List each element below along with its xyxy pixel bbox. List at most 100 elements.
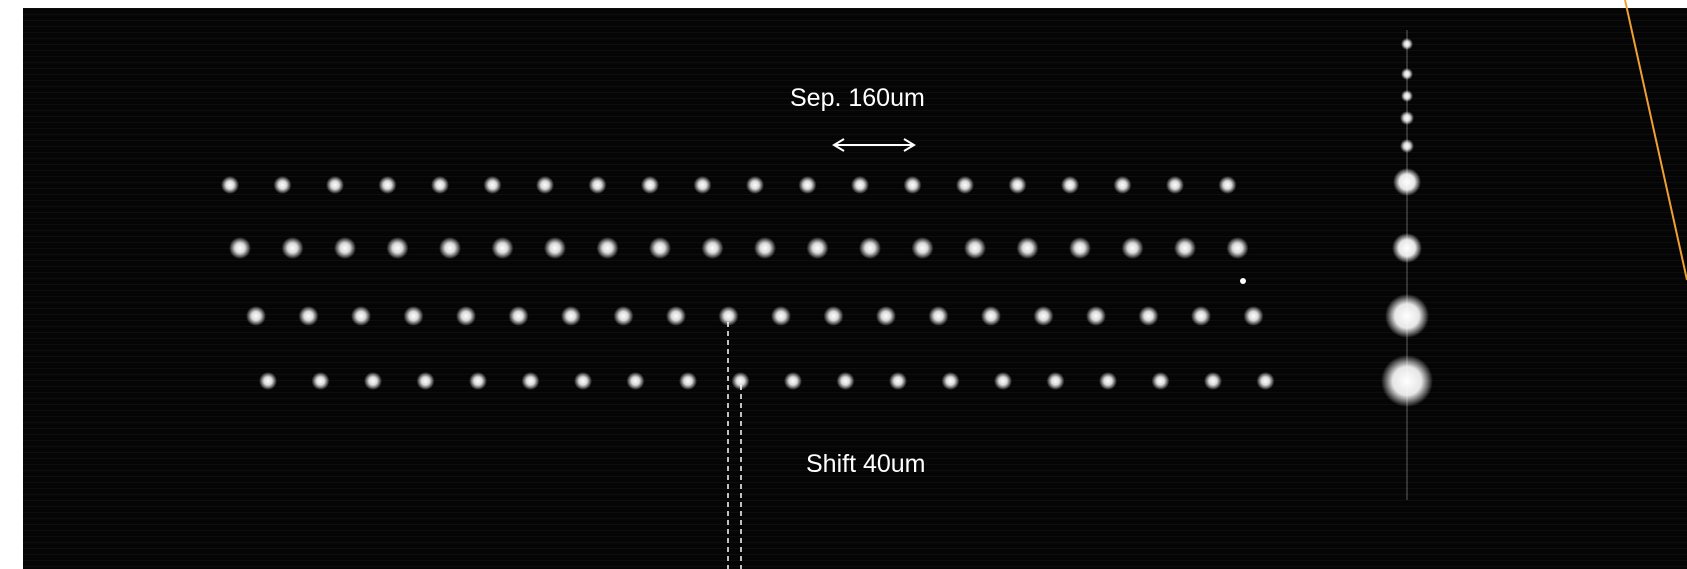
light-spot bbox=[613, 306, 634, 326]
light-spot bbox=[718, 306, 739, 326]
light-spot bbox=[823, 306, 844, 326]
light-spot bbox=[508, 306, 529, 326]
separation-label: Sep. 160um bbox=[790, 84, 925, 112]
light-spot bbox=[964, 237, 986, 259]
light-spot bbox=[334, 237, 356, 259]
light-spot bbox=[1099, 372, 1117, 390]
light-spot bbox=[994, 372, 1012, 390]
light-spot bbox=[1113, 176, 1132, 194]
light-spot bbox=[754, 237, 776, 259]
light-spot bbox=[903, 176, 922, 194]
light-spot bbox=[536, 176, 554, 194]
light-spot bbox=[364, 372, 382, 390]
light-spot bbox=[1008, 176, 1027, 194]
light-spot bbox=[273, 176, 292, 194]
light-spot bbox=[928, 306, 949, 326]
light-spot bbox=[1174, 237, 1196, 259]
shift-label: Shift 40um bbox=[806, 450, 926, 478]
light-spot bbox=[731, 372, 750, 390]
separation-arrow bbox=[832, 138, 916, 152]
light-spot bbox=[386, 237, 409, 259]
light-spot bbox=[701, 237, 724, 259]
light-spot bbox=[378, 176, 397, 194]
light-spot bbox=[281, 237, 304, 259]
light-spot bbox=[229, 237, 251, 259]
spot-row-4 bbox=[259, 372, 1275, 390]
light-spot bbox=[491, 237, 514, 259]
reference-spot bbox=[1400, 111, 1414, 125]
light-spot bbox=[836, 372, 855, 390]
light-spot bbox=[876, 306, 896, 326]
light-spot bbox=[1138, 306, 1159, 326]
reference-spot bbox=[1401, 38, 1413, 50]
light-spot bbox=[351, 306, 371, 326]
light-spot bbox=[326, 176, 344, 194]
light-spot bbox=[1061, 176, 1079, 194]
light-spot bbox=[649, 237, 671, 259]
light-spot bbox=[911, 237, 934, 259]
spot-row-1 bbox=[221, 176, 1237, 194]
light-spot bbox=[941, 372, 960, 390]
light-spot bbox=[889, 372, 907, 390]
light-spot bbox=[588, 176, 607, 194]
light-spot bbox=[1069, 237, 1091, 259]
reference-spot bbox=[1401, 68, 1413, 80]
light-spot bbox=[521, 372, 540, 390]
reference-spot bbox=[1393, 168, 1421, 196]
light-spot bbox=[981, 306, 1001, 326]
light-spot bbox=[246, 306, 266, 326]
light-spot bbox=[1204, 372, 1222, 390]
light-spot bbox=[596, 237, 619, 259]
spot-array-photo bbox=[23, 8, 1687, 569]
spot-row-3 bbox=[246, 306, 1264, 326]
light-spot bbox=[806, 237, 829, 259]
reference-spot bbox=[1392, 233, 1422, 263]
light-spot bbox=[1121, 237, 1144, 259]
light-spot bbox=[456, 306, 476, 326]
reference-spot bbox=[1401, 90, 1413, 102]
light-spot bbox=[544, 237, 566, 259]
light-spot bbox=[1033, 306, 1054, 326]
reference-spot bbox=[1400, 139, 1414, 153]
light-spot bbox=[483, 176, 502, 194]
light-spot bbox=[956, 176, 974, 194]
light-spot bbox=[784, 372, 802, 390]
light-spot bbox=[1046, 372, 1065, 390]
light-spot bbox=[798, 176, 817, 194]
light-spot bbox=[561, 306, 581, 326]
light-spot bbox=[311, 372, 330, 390]
light-spot bbox=[439, 237, 461, 259]
light-spot bbox=[746, 176, 764, 194]
light-spot bbox=[1226, 237, 1249, 259]
light-spot bbox=[1086, 306, 1106, 326]
light-spot bbox=[666, 306, 686, 326]
light-spot bbox=[1016, 237, 1039, 259]
light-spot bbox=[298, 306, 319, 326]
reference-spot bbox=[1381, 355, 1433, 407]
light-spot bbox=[1166, 176, 1184, 194]
spot-row-2 bbox=[229, 237, 1249, 259]
light-spot bbox=[574, 372, 592, 390]
light-spot bbox=[431, 176, 449, 194]
light-spot bbox=[1218, 176, 1237, 194]
reference-spot-column bbox=[1381, 38, 1433, 407]
light-spot bbox=[259, 372, 277, 390]
light-spot bbox=[221, 176, 239, 194]
light-spot bbox=[859, 237, 881, 259]
light-spot bbox=[1256, 372, 1275, 390]
light-spot bbox=[771, 306, 791, 326]
spot-rows bbox=[221, 176, 1275, 390]
light-spot bbox=[1151, 372, 1170, 390]
light-spot bbox=[626, 372, 645, 390]
reference-spot bbox=[1385, 294, 1429, 338]
light-spot bbox=[693, 176, 712, 194]
stray-spot bbox=[1240, 278, 1246, 284]
light-spot bbox=[403, 306, 424, 326]
light-spot bbox=[1191, 306, 1211, 326]
light-spot bbox=[469, 372, 487, 390]
light-spot bbox=[416, 372, 435, 390]
light-spot bbox=[641, 176, 659, 194]
light-spot bbox=[679, 372, 697, 390]
